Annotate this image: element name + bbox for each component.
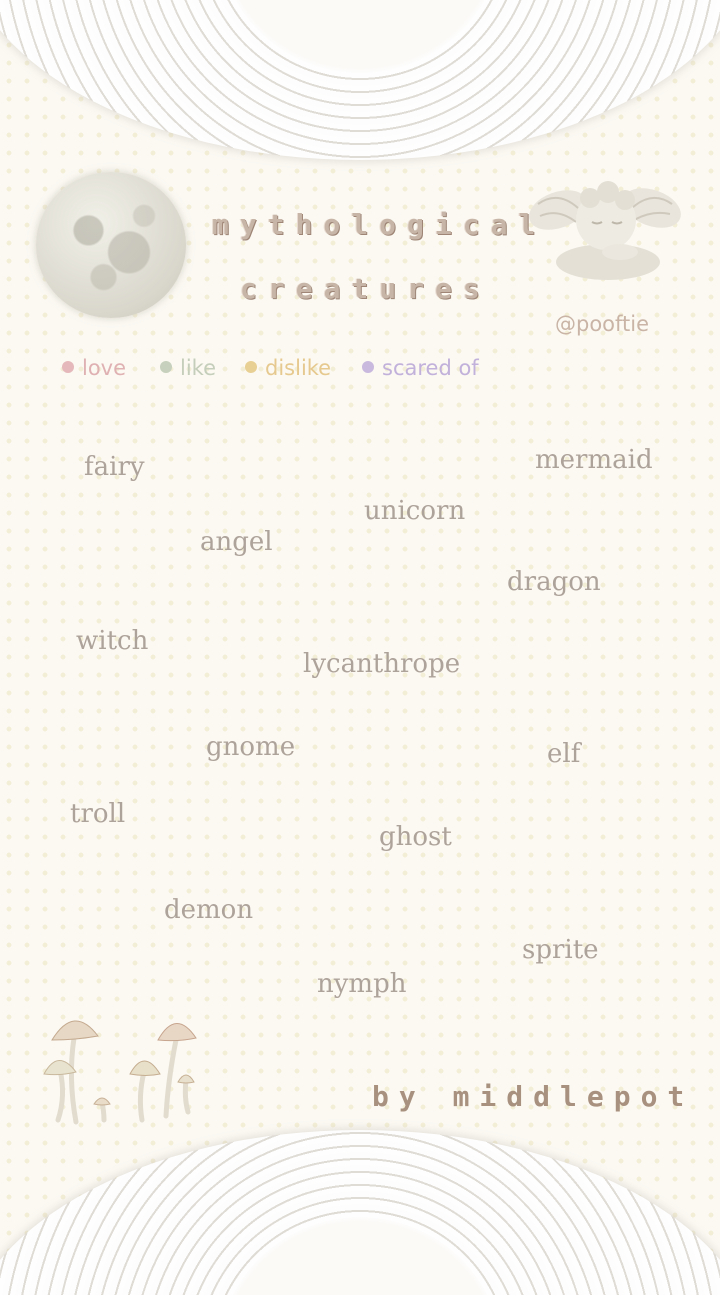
lace-doily-top [0,0,720,160]
creature-word: unicorn [364,496,466,526]
legend-scared-of: scared of [362,356,479,380]
legend-label-love: love [82,356,127,380]
creature-word: elf [547,739,581,769]
legend-dot-like [160,361,172,373]
legend-dislike: dislike [245,356,331,380]
cherub-statue-image [529,181,681,280]
legend-love: love [62,356,126,380]
creature-word: sprite [522,935,599,965]
creature-word: dragon [507,567,601,597]
creature-word: lycanthrope [303,649,461,679]
legend-label-scared-of: scared of [382,356,479,380]
creature-word: fairy [84,452,145,482]
title-line-1: mythological [212,208,547,241]
creature-word: ghost [379,822,452,852]
legend-like: like [160,356,216,380]
moon-image [36,172,186,318]
creature-word: troll [70,799,126,829]
creature-word: nymph [317,969,407,999]
creature-word: mermaid [535,445,653,475]
author-handle: @pooftie [555,312,650,336]
legend-dot-dislike [245,361,257,373]
legend-label-like: like [180,356,217,380]
legend-dot-scared-of [362,361,374,373]
signature: by middlepot [372,1080,695,1113]
creature-word: angel [200,527,273,557]
creature-word: demon [164,895,254,925]
legend-dot-love [62,361,74,373]
creature-word: witch [76,626,149,656]
creature-word: gnome [206,732,296,762]
legend-label-dislike: dislike [265,356,332,380]
lace-doily-bottom [0,1130,720,1295]
title-line-2: creatures [240,272,491,305]
mushrooms-image [43,1020,197,1125]
